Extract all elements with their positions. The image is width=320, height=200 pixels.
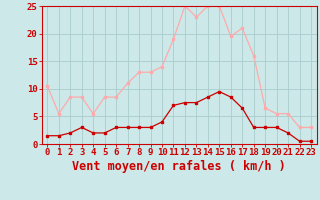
X-axis label: Vent moyen/en rafales ( km/h ): Vent moyen/en rafales ( km/h ) (72, 160, 286, 173)
